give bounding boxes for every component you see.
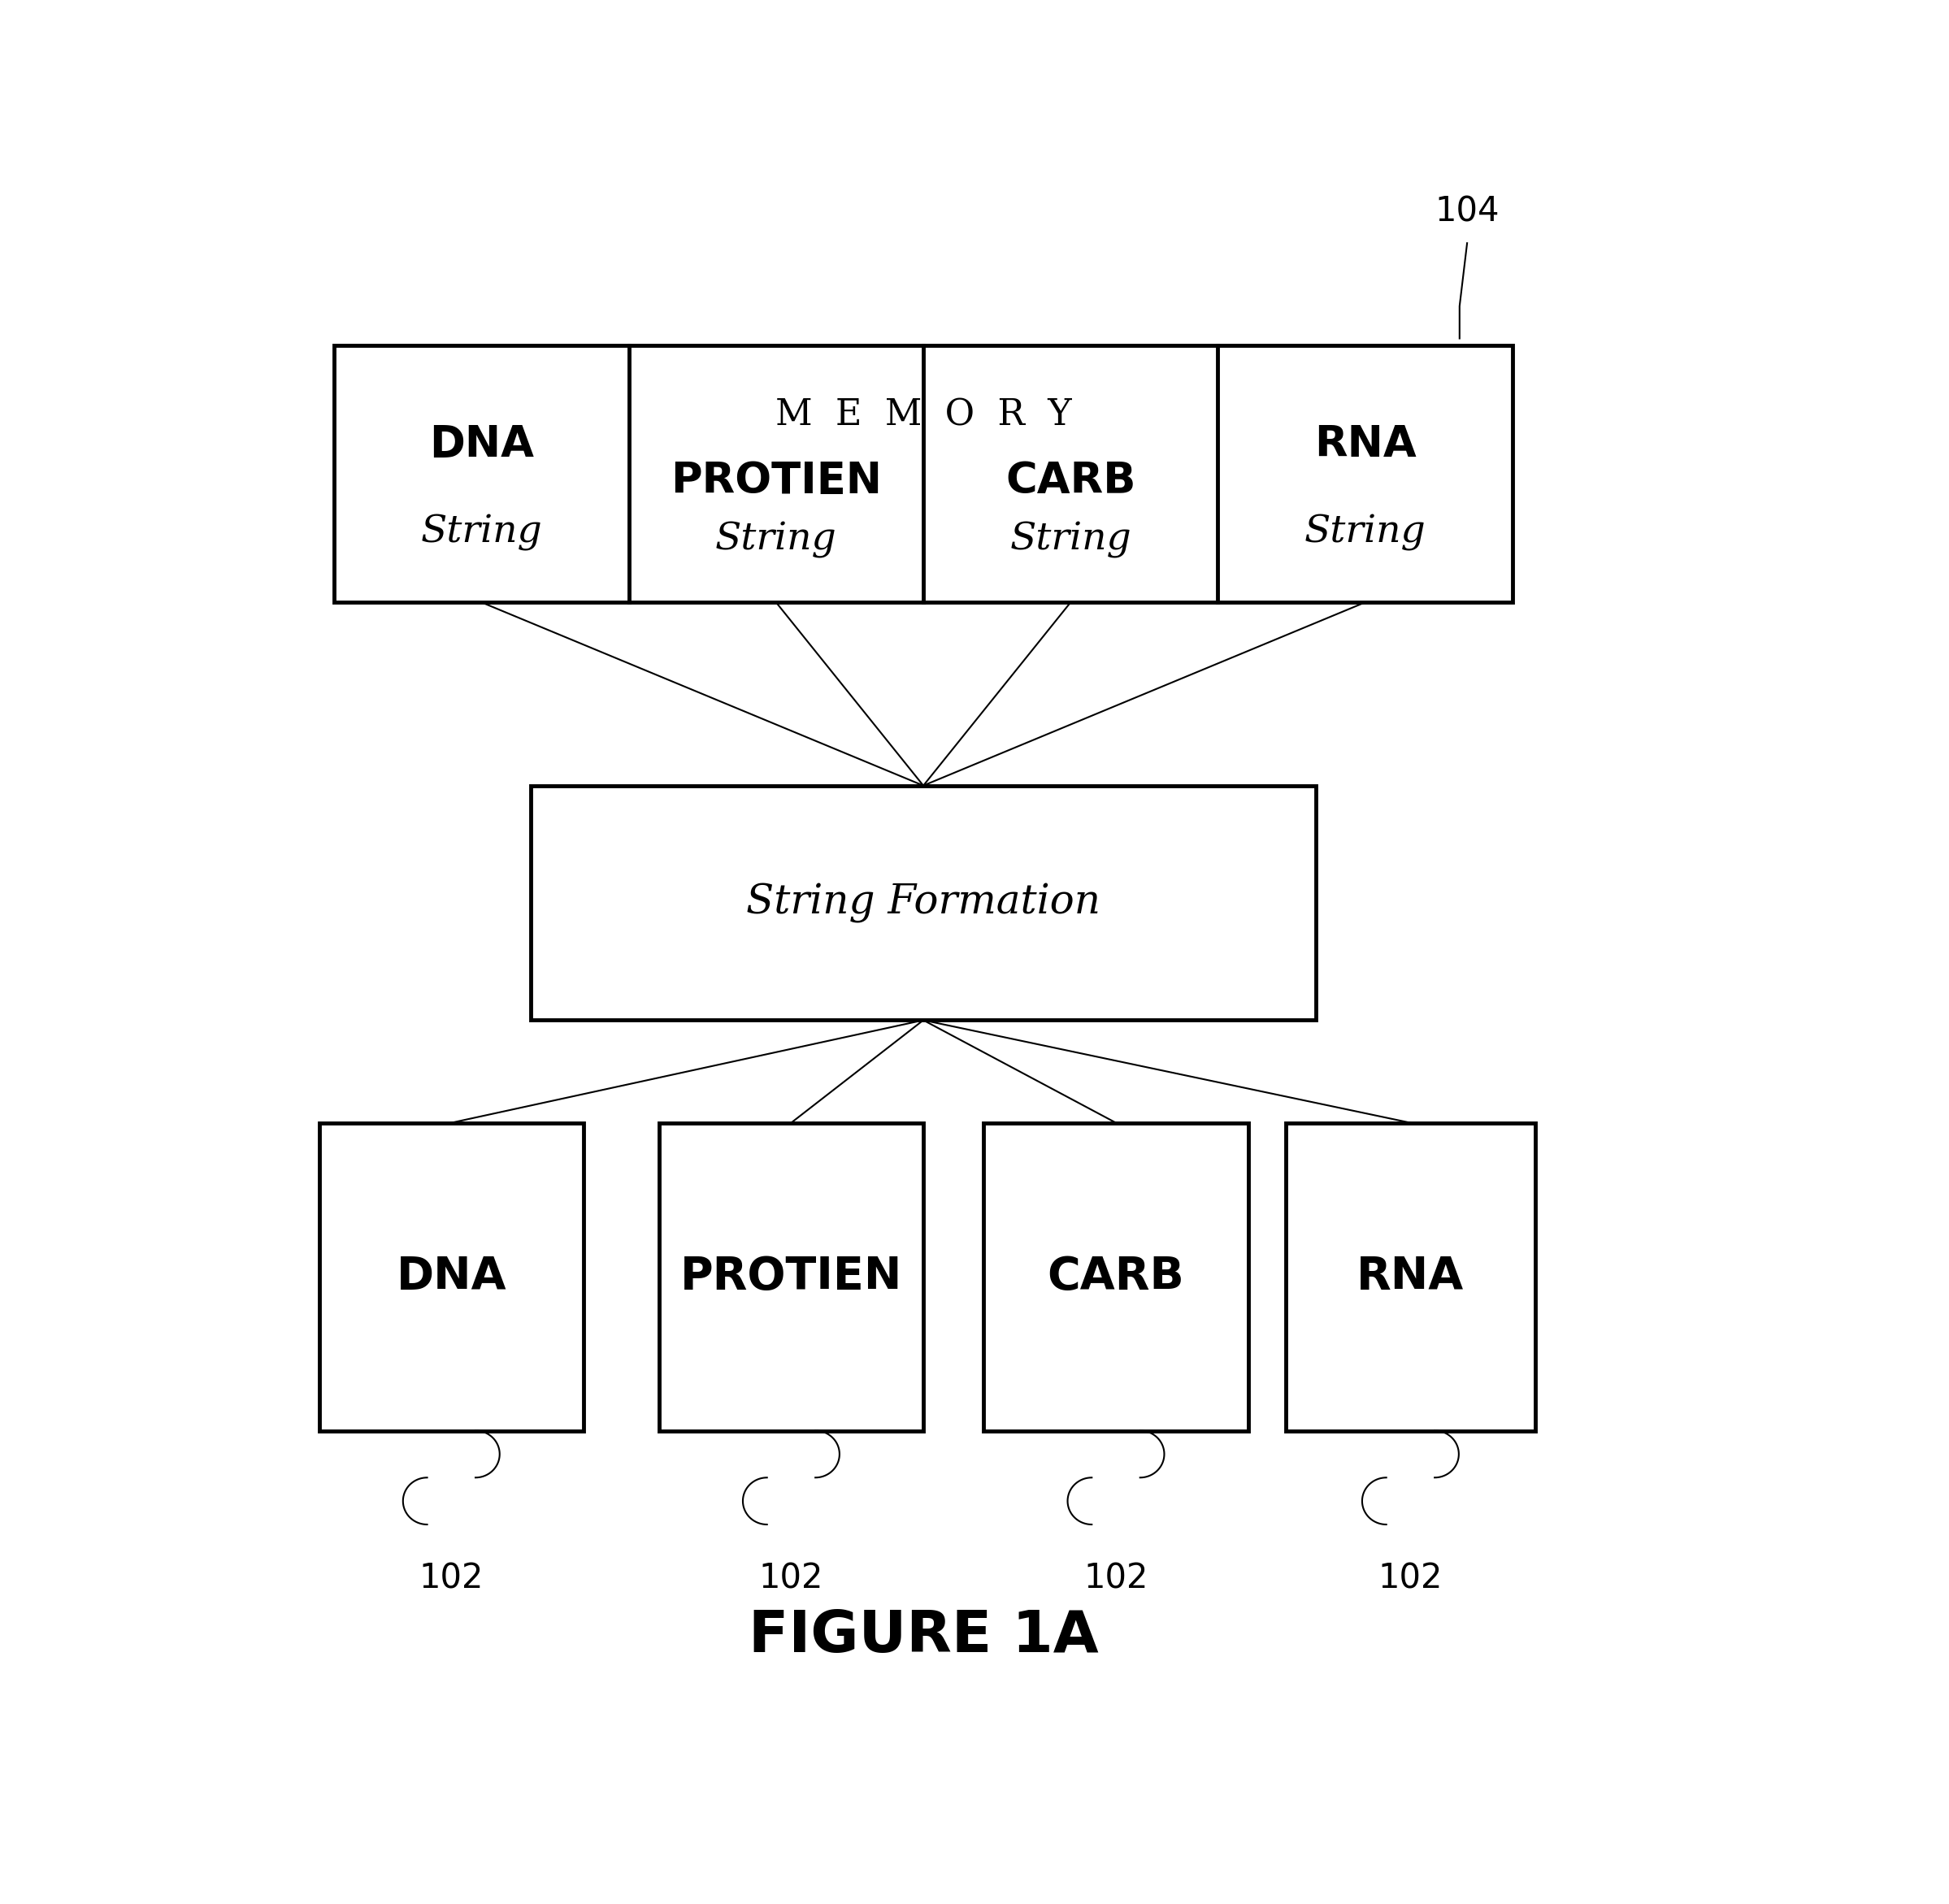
Text: DNA: DNA — [429, 423, 534, 466]
Bar — [984, 1123, 1247, 1430]
Text: RNA: RNA — [1314, 423, 1417, 466]
Text: FIGURE 1A: FIGURE 1A — [748, 1607, 1099, 1664]
Text: String Formation: String Formation — [746, 883, 1101, 923]
Text: String: String — [1304, 514, 1427, 550]
Text: DNA: DNA — [396, 1255, 507, 1299]
Text: CARB: CARB — [1047, 1255, 1185, 1299]
Text: String: String — [421, 514, 542, 550]
Bar — [659, 1123, 924, 1430]
Text: 102: 102 — [1378, 1561, 1442, 1596]
Text: 102: 102 — [419, 1561, 483, 1596]
Text: M  E  M  O  R  Y: M E M O R Y — [776, 398, 1072, 432]
Text: CARB: CARB — [1006, 461, 1136, 503]
Bar — [335, 347, 1512, 602]
Text: String: String — [1010, 522, 1132, 558]
Text: PROTIEN: PROTIEN — [670, 461, 881, 503]
Bar — [320, 1123, 583, 1430]
Bar — [1286, 1123, 1536, 1430]
Text: 104: 104 — [1434, 194, 1499, 228]
Bar — [530, 786, 1316, 1021]
Text: 102: 102 — [758, 1561, 822, 1596]
Text: String: String — [715, 522, 836, 558]
Text: RNA: RNA — [1357, 1255, 1464, 1299]
Text: 102: 102 — [1084, 1561, 1148, 1596]
Text: PROTIEN: PROTIEN — [680, 1255, 902, 1299]
